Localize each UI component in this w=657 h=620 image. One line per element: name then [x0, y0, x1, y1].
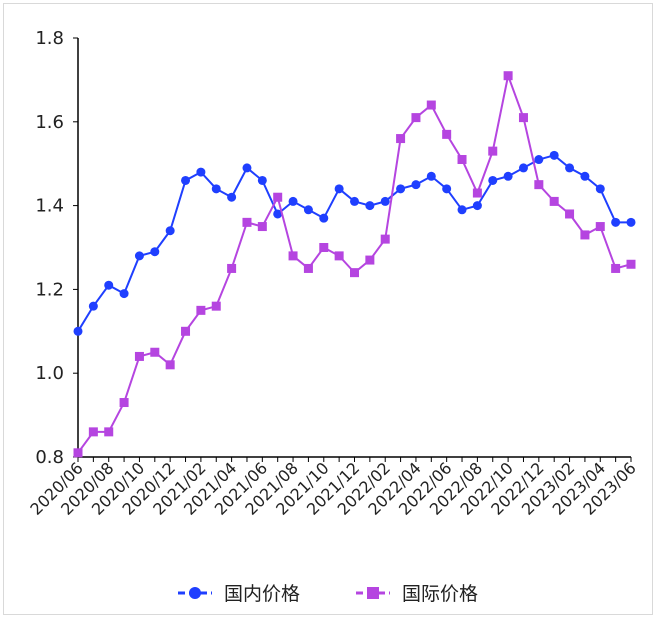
data-point: [518, 163, 528, 173]
data-point: [565, 209, 575, 219]
data-point: [73, 448, 83, 458]
legend-marker: [189, 587, 201, 599]
data-point: [534, 180, 544, 190]
data-point: [303, 205, 313, 215]
data-point: [380, 196, 390, 206]
legend-label: 国际价格: [402, 583, 478, 605]
data-point: [411, 180, 421, 190]
data-point: [119, 289, 129, 299]
y-axis-ticks: 0.8 1.0 1.2 1.4 1.6 1.8: [35, 28, 78, 468]
data-point: [319, 213, 329, 223]
data-point: [365, 255, 375, 265]
data-point: [350, 268, 359, 278]
y-tick-label: 1.8: [35, 28, 64, 49]
series-line: [77, 72, 632, 454]
y-tick-label: 1.0: [35, 363, 64, 384]
data-point: [534, 155, 544, 165]
y-tick-label: 0.8: [35, 447, 64, 468]
data-point: [595, 222, 605, 232]
data-point: [211, 184, 221, 194]
data-point: [549, 196, 559, 206]
data-point: [288, 251, 298, 261]
series-line: [77, 154, 631, 332]
legend: 国内价格 国际价格: [178, 583, 478, 605]
legend-label: 国内价格: [224, 583, 300, 605]
y-tick-label: 1.2: [35, 279, 64, 300]
data-point: [73, 326, 83, 336]
data-point: [334, 184, 344, 194]
data-point: [580, 171, 590, 181]
data-point: [457, 155, 467, 165]
data-point: [626, 259, 636, 269]
data-point: [196, 167, 206, 177]
data-point: [426, 171, 436, 181]
data-point: [426, 100, 436, 110]
data-point: [150, 247, 160, 257]
data-point: [273, 192, 283, 202]
data-point: [518, 113, 528, 123]
data-point: [134, 251, 144, 261]
legend-marker: [367, 587, 379, 599]
data-point: [472, 201, 482, 211]
data-point: [549, 150, 559, 160]
data-point: [104, 427, 114, 437]
data-point: [227, 192, 237, 202]
data-point: [227, 263, 237, 273]
series-1: [73, 150, 636, 336]
data-point: [488, 146, 498, 156]
data-point: [104, 280, 114, 290]
legend-item-1: 国内价格: [178, 583, 300, 605]
axes: [77, 38, 631, 458]
data-point: [181, 175, 191, 185]
data-point: [257, 175, 267, 185]
series-layer: [73, 71, 636, 458]
series-2: [73, 71, 636, 458]
data-point: [503, 171, 513, 181]
data-point: [396, 184, 406, 194]
data-point: [411, 113, 421, 123]
data-point: [334, 251, 344, 261]
data-point: [273, 209, 283, 219]
data-point: [303, 263, 313, 273]
x-axis-ticks: 2020/062020/082020/102020/122021/022021/…: [26, 457, 640, 519]
data-point: [380, 234, 390, 244]
data-point: [211, 301, 221, 311]
data-point: [488, 175, 498, 185]
data-point: [150, 347, 160, 357]
data-point: [242, 217, 252, 227]
data-point: [165, 226, 175, 236]
data-point: [580, 230, 590, 240]
data-point: [595, 184, 605, 194]
data-point: [611, 263, 621, 273]
data-point: [365, 201, 375, 211]
data-point: [134, 351, 144, 361]
data-point: [611, 217, 621, 227]
data-point: [442, 184, 452, 194]
y-tick-label: 1.4: [35, 196, 64, 217]
data-point: [503, 71, 513, 81]
data-point: [88, 427, 98, 437]
data-point: [626, 217, 636, 227]
data-point: [457, 205, 467, 215]
chart-frame: [3, 3, 653, 615]
data-point: [165, 360, 175, 370]
data-point: [396, 134, 406, 144]
legend-item-2: 国际价格: [356, 583, 478, 605]
data-point: [181, 326, 191, 336]
data-point: [242, 163, 252, 173]
data-point: [442, 129, 452, 139]
data-point: [196, 305, 206, 315]
data-point: [88, 301, 98, 311]
data-point: [319, 243, 329, 252]
data-point: [119, 398, 129, 408]
data-point: [288, 196, 298, 206]
data-point: [350, 196, 359, 206]
y-tick-label: 1.6: [35, 112, 64, 133]
data-point: [257, 222, 267, 232]
data-point: [565, 163, 575, 173]
data-point: [472, 188, 482, 198]
